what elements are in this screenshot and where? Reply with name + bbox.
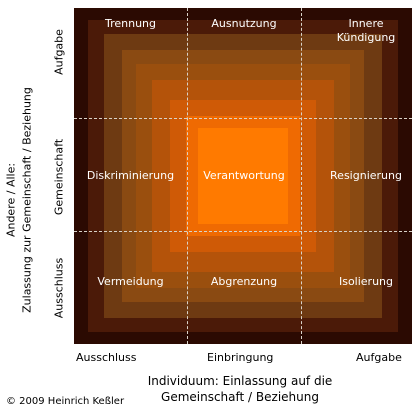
grid-line-horizontal-1 [74, 118, 412, 119]
y-axis-title-line1: Andere / Alle: [4, 162, 18, 238]
cell-abgrenzung: Abgrenzung [210, 275, 278, 288]
cell-innere-kuendigung: Innere Kündigung [336, 17, 396, 44]
cell-trennung: Trennung [104, 17, 157, 30]
y-tick-aufgabe: Aufgabe [52, 29, 66, 75]
cell-isolierung: Isolierung [338, 275, 394, 288]
matrix-diagram [74, 8, 412, 344]
cell-resignierung: Resignierung [330, 169, 402, 182]
cell-diskriminierung: Diskriminierung [86, 169, 175, 182]
cell-ausnutzung: Ausnutzung [211, 17, 277, 30]
grid-line-vertical-2 [301, 8, 302, 344]
y-tick-ausschluss: Ausschluss [52, 257, 66, 319]
y-tick-gemeinschaft: Gemeinschaft [52, 138, 66, 216]
x-tick-ausschluss: Ausschluss [76, 351, 137, 364]
copyright-text: © 2009 Heinrich Keßler [6, 396, 125, 407]
x-tick-einbringung: Einbringung [207, 351, 274, 364]
grid-line-vertical-1 [187, 8, 188, 344]
cell-verantwortung: Verantwortung [203, 169, 285, 182]
grid-line-horizontal-2 [74, 231, 412, 232]
cell-vermeidung: Vermeidung [97, 275, 164, 288]
x-tick-aufgabe: Aufgabe [356, 351, 402, 364]
y-axis-title-line2: Zulassung zur Gemeinschaft / Beziehung [20, 87, 34, 313]
x-axis-title: Individuum: Einlassung auf die Gemeinsch… [120, 373, 360, 405]
x-axis-title-text: Individuum: Einlassung auf die Gemeinsch… [147, 374, 333, 404]
layer-9 [198, 128, 288, 224]
